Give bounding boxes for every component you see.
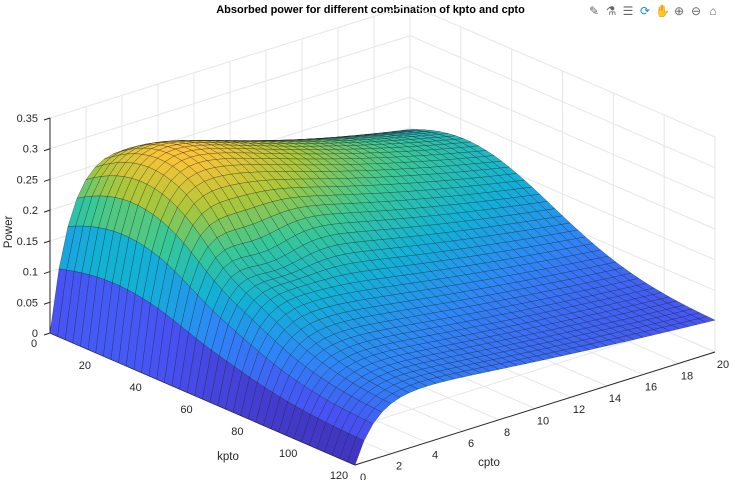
cpto-tick-label: 8: [504, 427, 510, 439]
data-tip-icon[interactable]: ⚗: [605, 4, 617, 18]
kpto-tick-label: 60: [180, 404, 192, 416]
chart-title: Absorbed power for different combination…: [216, 4, 525, 16]
z-tick: [43, 148, 51, 152]
cpto-axis-line: [354, 351, 716, 466]
brush-icon[interactable]: ✎: [588, 4, 600, 18]
z-tick-label: 0.35: [17, 113, 38, 125]
home-icon[interactable]: ⌂: [709, 4, 717, 18]
cpto-tick-label: 18: [681, 370, 693, 382]
cpto-tick-label: 4: [432, 449, 438, 461]
cpto-tick-label: 16: [645, 382, 657, 394]
z-tick: [43, 240, 51, 244]
cpto-tick-label: 10: [537, 416, 549, 428]
kpto-tick-label: 80: [231, 426, 243, 438]
z-axis-label: Power: [3, 216, 15, 249]
cpto-tick-label: 12: [573, 404, 585, 416]
zoom-in-icon[interactable]: ⊕: [673, 4, 685, 18]
kpto-tick-label: 0: [31, 338, 37, 350]
axes-toolbar: ✎ ⚗ ☰ ⟳ ✋ ⊕ ⊖ ⌂: [587, 4, 720, 18]
cpto-tick-label: 20: [717, 359, 729, 371]
cpto-axis-label: cpto: [478, 457, 500, 469]
cpto-tick-label: 6: [468, 438, 474, 450]
z-tick-label: 0.05: [17, 297, 38, 309]
z-tick: [43, 209, 51, 213]
z-tick-label: 0.3: [23, 144, 38, 156]
kpto-tick-label: 20: [79, 360, 91, 372]
z-tick: [43, 301, 51, 305]
cpto-tick-label: 2: [396, 461, 402, 473]
z-tick-label: 0: [32, 328, 38, 340]
zoom-out-icon[interactable]: ⊖: [690, 4, 702, 18]
z-tick: [43, 332, 51, 336]
kpto-axis-label: kpto: [217, 451, 239, 463]
kpto-tick-label: 40: [130, 382, 142, 394]
z-tick-label: 0.2: [23, 205, 38, 217]
z-tick: [43, 117, 51, 121]
z-tick-label: 0.1: [23, 267, 38, 279]
legend-icon[interactable]: ☰: [622, 4, 634, 18]
z-tick: [43, 178, 51, 182]
kpto-tick-label: 120: [330, 470, 348, 480]
z-tick: [43, 271, 51, 275]
z-tick-label: 0.15: [17, 236, 38, 248]
rotate-3d-icon[interactable]: ⟳: [639, 4, 651, 18]
cpto-tick-label: 14: [609, 393, 621, 405]
cpto-tick-label: 0: [360, 472, 366, 480]
z-tick-label: 0.25: [17, 174, 38, 186]
surface-patch: [347, 436, 365, 466]
pan-icon[interactable]: ✋: [655, 4, 670, 18]
kpto-tick-label: 100: [279, 448, 297, 460]
